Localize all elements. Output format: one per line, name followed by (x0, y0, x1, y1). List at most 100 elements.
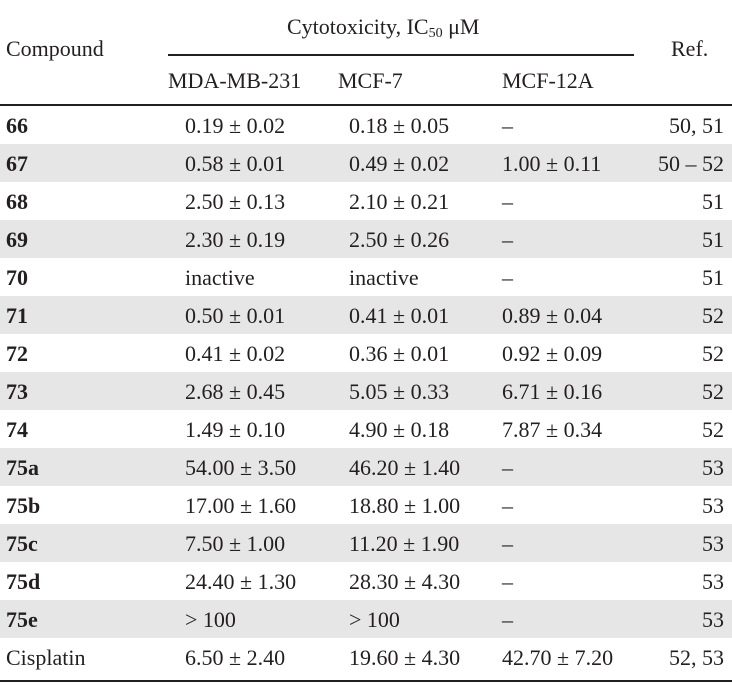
cell-compound: 75e (6, 607, 38, 632)
cell-mcf-7: 0.49 ± 0.02 (349, 151, 450, 176)
table-row: Cisplatin 6.50 ± 2.40 19.60 ± 4.30 42.70 ± … (0, 638, 732, 676)
cell-mcf-7: 28.30 ± 4.30 (349, 569, 461, 594)
cell-ref: 53 (702, 493, 724, 518)
cell-mcf-7: 4.90 ± 0.18 (349, 417, 450, 442)
cell-mcf-12a: – (502, 607, 513, 632)
cell-ref: 52 (702, 379, 724, 404)
cell-compound: 73 (6, 379, 28, 404)
cell-compound: 74 (6, 417, 28, 442)
table-body: 66 0.19 ± 0.02 0.18 ± 0.05 – 50, 51 67 0.58 ± … (0, 106, 732, 676)
cell-mcf-12a: 1.00 ± 0.11 (502, 151, 602, 176)
cell-mda-mb-231: 17.00 ± 1.60 (185, 493, 297, 518)
table-row: 68 2.50 ± 0.13 2.10 ± 0.21 – 51 (0, 182, 732, 220)
cell-mcf-7: inactive (349, 265, 419, 290)
table-row: 74 1.49 ± 0.10 4.90 ± 0.18 7.87 ± 0.34 52 (0, 410, 732, 448)
cell-mcf-7: 46.20 ± 1.40 (349, 455, 461, 480)
cell-mda-mb-231: 6.50 ± 2.40 (185, 645, 286, 670)
cell-mda-mb-231: 2.50 ± 0.13 (185, 189, 286, 214)
cell-mcf-12a: – (502, 189, 513, 214)
header-cytotoxicity-unit: μM (442, 14, 480, 39)
table-row: 69 2.30 ± 0.19 2.50 ± 0.26 – 51 (0, 220, 732, 258)
cell-mcf-7: 18.80 ± 1.00 (349, 493, 461, 518)
cell-compound: 75a (6, 455, 39, 480)
cell-mcf-12a: – (502, 531, 513, 556)
table-row: 75c 7.50 ± 1.00 11.20 ± 1.90 – 53 (0, 524, 732, 562)
header-cytotoxicity-subscript: 50 (428, 26, 443, 41)
cell-compound: 75d (6, 569, 41, 594)
cell-mda-mb-231: 7.50 ± 1.00 (185, 531, 286, 556)
cell-compound: 71 (6, 303, 28, 328)
cell-compound: Cisplatin (6, 645, 86, 670)
cell-compound: 69 (6, 227, 28, 252)
cell-compound: 75b (6, 493, 41, 518)
table-row: 67 0.58 ± 0.01 0.49 ± 0.02 1.00 ± 0.11 50 – … (0, 144, 732, 182)
header-col-mcf7: MCF-7 (338, 68, 403, 93)
cell-mcf-7: 19.60 ± 4.30 (349, 645, 461, 670)
cell-compound: 75c (6, 531, 38, 556)
header-rule (0, 104, 732, 106)
cell-mcf-7: 0.41 ± 0.01 (349, 303, 450, 328)
table-row: 70 inactive inactive – 51 (0, 258, 732, 296)
table-row: 75b 17.00 ± 1.60 18.80 ± 1.00 – 53 (0, 486, 732, 524)
table-row: 75a 54.00 ± 3.50 46.20 ± 1.40 – 53 (0, 448, 732, 486)
header-cytotoxicity: Cytotoxicity, IC50 μM (287, 14, 479, 42)
table-row: 73 2.68 ± 0.45 5.05 ± 0.33 6.71 ± 0.16 52 (0, 372, 732, 410)
cell-mcf-7: 2.10 ± 0.21 (349, 189, 450, 214)
cell-mcf-7: 2.50 ± 0.26 (349, 227, 450, 252)
cell-mda-mb-231: 0.50 ± 0.01 (185, 303, 286, 328)
cell-ref: 52 (702, 303, 724, 328)
cell-mcf-12a: 6.71 ± 0.16 (502, 379, 603, 404)
cell-compound: 67 (6, 151, 28, 176)
cell-mda-mb-231: 24.40 ± 1.30 (185, 569, 297, 594)
cell-ref: 53 (702, 531, 724, 556)
cell-ref: 50 – 52 (658, 151, 724, 176)
cell-ref: 52, 53 (669, 645, 724, 670)
cell-mda-mb-231: 2.30 ± 0.19 (185, 227, 286, 252)
header-ref: Ref. (671, 36, 709, 61)
cell-ref: 52 (702, 417, 724, 442)
cell-mcf-7: 5.05 ± 0.33 (349, 379, 450, 404)
cell-ref: 52 (702, 341, 724, 366)
header-col-mda: MDA-MB-231 (168, 68, 302, 93)
cell-mcf-12a: – (502, 113, 513, 138)
header-col-mcf12a: MCF-12A (502, 68, 594, 93)
cell-mcf-12a: 0.92 ± 0.09 (502, 341, 603, 366)
header-compound: Compound (6, 36, 104, 61)
cell-ref: 53 (702, 455, 724, 480)
cell-mcf-12a: 7.87 ± 0.34 (502, 417, 603, 442)
cell-mcf-7: 0.36 ± 0.01 (349, 341, 450, 366)
header-cytotoxicity-label: Cytotoxicity, IC (287, 14, 429, 39)
cell-ref: 51 (702, 189, 724, 214)
cell-mcf-7: 0.18 ± 0.05 (349, 113, 450, 138)
cell-mcf-12a: – (502, 265, 513, 290)
group-rule (168, 54, 634, 56)
cell-compound: 72 (6, 341, 28, 366)
cell-mcf-12a: – (502, 227, 513, 252)
cell-mda-mb-231: > 100 (185, 607, 236, 632)
cell-mda-mb-231: inactive (185, 265, 255, 290)
cell-mda-mb-231: 0.58 ± 0.01 (185, 151, 286, 176)
table-row: 66 0.19 ± 0.02 0.18 ± 0.05 – 50, 51 (0, 106, 732, 144)
cell-compound: 70 (6, 265, 28, 290)
cell-compound: 68 (6, 189, 28, 214)
cell-compound: 66 (6, 113, 28, 138)
bottom-rule (0, 680, 732, 682)
table-row: 75e > 100 > 100 – 53 (0, 600, 732, 638)
table-row: 72 0.41 ± 0.02 0.36 ± 0.01 0.92 ± 0.09 52 (0, 334, 732, 372)
cell-mda-mb-231: 0.19 ± 0.02 (185, 113, 286, 138)
cell-ref: 53 (702, 607, 724, 632)
cell-ref: 53 (702, 569, 724, 594)
cell-mcf-12a: – (502, 493, 513, 518)
cell-ref: 51 (702, 227, 724, 252)
cell-mda-mb-231: 0.41 ± 0.02 (185, 341, 286, 366)
cell-mda-mb-231: 54.00 ± 3.50 (185, 455, 297, 480)
cell-mcf-7: 11.20 ± 1.90 (349, 531, 460, 556)
cell-mda-mb-231: 2.68 ± 0.45 (185, 379, 286, 404)
cell-mcf-7: > 100 (349, 607, 400, 632)
cell-mcf-12a: 0.89 ± 0.04 (502, 303, 603, 328)
cell-mda-mb-231: 1.49 ± 0.10 (185, 417, 286, 442)
table-row: 75d 24.40 ± 1.30 28.30 ± 4.30 – 53 (0, 562, 732, 600)
cell-ref: 51 (702, 265, 724, 290)
table-row: 71 0.50 ± 0.01 0.41 ± 0.01 0.89 ± 0.04 52 (0, 296, 732, 334)
